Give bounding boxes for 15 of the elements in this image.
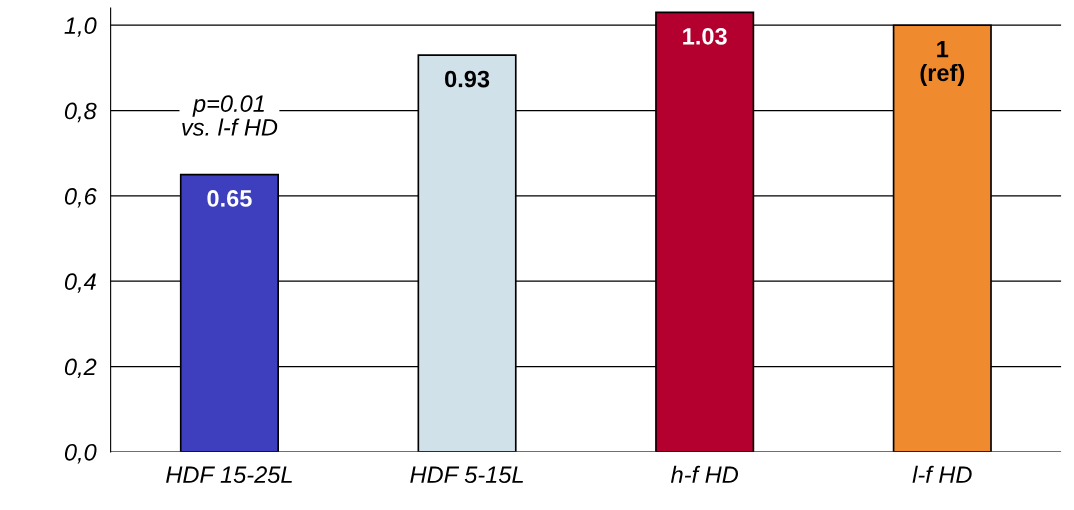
data-label: 1.03 <box>683 27 727 45</box>
x-tick-label: l-f HD <box>912 465 972 483</box>
y-tick-label: 0,6 <box>64 187 97 208</box>
y-tick-label: 0,8 <box>64 102 97 123</box>
y-tick-label: 1,0 <box>64 17 97 37</box>
annotation: p=0.01 vs. l-f HD <box>182 95 278 136</box>
x-tick-label: HDF 15-25L <box>166 466 292 484</box>
x-tick-label: h-f HD <box>670 465 739 483</box>
x-tick-label: HDF 5-15L <box>410 466 523 484</box>
data-label: 1 (ref) <box>920 41 965 86</box>
y-tick-label: 0,0 <box>64 443 97 464</box>
y-tick-label: 0,4 <box>64 273 96 293</box>
data-label: 0.65 <box>207 190 252 207</box>
y-tick-label: 0,2 <box>64 358 97 379</box>
data-label: 0.93 <box>445 70 490 88</box>
